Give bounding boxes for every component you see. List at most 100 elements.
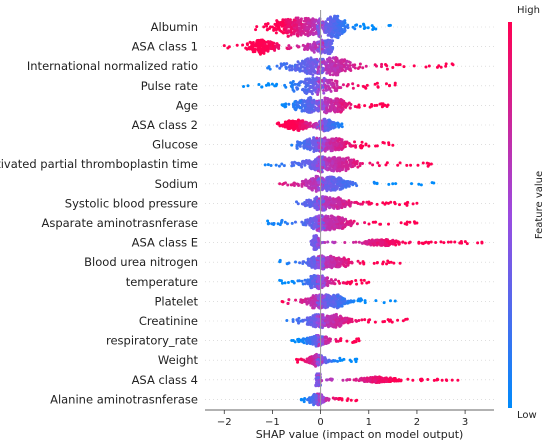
shap-point <box>326 65 330 69</box>
shap-point <box>257 47 261 50</box>
shap-point <box>322 79 326 83</box>
shap-point <box>313 159 317 163</box>
shap-point <box>314 167 318 171</box>
shap-point <box>286 34 290 38</box>
shap-point <box>308 86 312 90</box>
shap-point <box>283 125 287 129</box>
shap-point <box>328 141 332 145</box>
shap-point <box>315 136 319 140</box>
shap-point <box>297 83 301 87</box>
shap-point <box>324 88 328 92</box>
shap-point <box>298 106 302 110</box>
shap-point <box>309 167 313 171</box>
shap-point <box>339 58 343 62</box>
shap-point <box>369 201 373 205</box>
shap-point <box>303 201 307 205</box>
shap-point <box>324 79 328 83</box>
shap-point <box>354 200 358 204</box>
shap-point <box>416 163 420 167</box>
shap-point <box>323 157 327 161</box>
shap-point <box>290 66 294 70</box>
shap-point <box>270 82 274 86</box>
shap-point <box>273 22 277 26</box>
shap-point <box>322 208 326 212</box>
shap-point <box>353 63 357 67</box>
feature-points <box>290 136 395 154</box>
shap-point <box>296 30 300 34</box>
shap-point <box>263 48 267 52</box>
feature-label: Pulse rate <box>141 79 198 93</box>
shap-point <box>310 124 314 128</box>
shap-point <box>342 202 346 206</box>
shap-point <box>421 161 425 165</box>
shap-point <box>306 48 310 52</box>
shap-point <box>326 240 330 244</box>
shap-point <box>278 223 282 227</box>
shap-point <box>311 221 315 225</box>
shap-point <box>348 260 352 264</box>
shap-point <box>334 122 338 126</box>
shap-point <box>369 243 373 247</box>
shap-point <box>292 89 296 93</box>
shap-point <box>335 56 339 60</box>
shap-point <box>324 126 328 130</box>
shap-point <box>325 141 329 145</box>
shap-point <box>331 187 335 191</box>
shap-point <box>260 44 264 48</box>
shap-point <box>292 30 296 34</box>
shap-point <box>338 176 342 180</box>
shap-point <box>480 241 484 245</box>
shap-point <box>310 106 314 110</box>
shap-point <box>306 31 310 35</box>
shap-point <box>372 26 376 30</box>
shap-point <box>314 122 318 126</box>
shap-point <box>332 86 336 90</box>
shap-point <box>266 49 270 53</box>
shap-point <box>362 26 366 30</box>
shap-point <box>266 66 270 70</box>
shap-point <box>370 240 374 244</box>
shap-point <box>312 50 316 54</box>
shap-point <box>313 206 317 210</box>
shap-point <box>312 226 316 230</box>
shap-point <box>294 68 298 72</box>
shap-point <box>303 221 307 225</box>
shap-point <box>295 87 299 91</box>
shap-point <box>311 73 315 77</box>
shap-point <box>343 184 347 188</box>
shap-point <box>368 161 372 165</box>
shap-point <box>356 165 360 169</box>
feature-label: Albumin <box>151 20 198 34</box>
shap-point <box>327 186 331 190</box>
shap-point <box>423 241 427 245</box>
shap-point <box>314 181 318 185</box>
shap-point <box>293 220 297 224</box>
feature-points <box>278 254 402 271</box>
shap-point <box>302 141 306 145</box>
shap-point <box>312 239 316 243</box>
shap-point <box>368 105 372 109</box>
shap-point <box>290 85 294 89</box>
shap-point <box>403 241 407 245</box>
shap-point <box>442 241 446 245</box>
shap-point <box>427 64 431 68</box>
shap-point <box>326 200 330 204</box>
shap-point <box>337 103 341 107</box>
shap-point <box>373 103 377 107</box>
shap-point <box>398 161 402 165</box>
shap-point <box>304 78 308 82</box>
feature-label: ASA class 2 <box>132 118 198 132</box>
shap-point <box>397 241 401 245</box>
shap-point <box>313 285 317 289</box>
shap-point <box>327 119 331 123</box>
shap-point <box>412 64 416 68</box>
shap-point <box>335 84 339 88</box>
shap-point <box>310 163 314 167</box>
shap-point <box>302 144 306 148</box>
shap-point <box>297 163 301 167</box>
shap-point <box>292 128 296 132</box>
shap-point <box>347 257 351 261</box>
shap-point <box>333 14 337 18</box>
feature-points <box>242 76 397 97</box>
